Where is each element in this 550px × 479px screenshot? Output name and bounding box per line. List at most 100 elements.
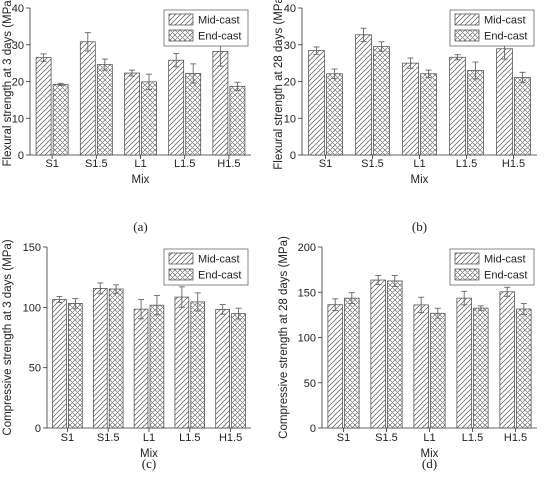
y-tick-label: 30: [12, 40, 24, 52]
bar-diag-L1.5: [174, 296, 190, 429]
bar-cross-H1.5: [514, 77, 531, 156]
y-tick-label: 0: [18, 150, 24, 162]
panel-label: (d): [422, 456, 437, 471]
legend-swatch-diag: [168, 13, 194, 26]
bar-cross-S1: [52, 84, 69, 156]
bar-diag-H1.5: [496, 48, 513, 156]
bar-cross-L1.5: [190, 301, 206, 429]
legend-label: Mid-cast: [198, 254, 240, 266]
bar-cross-L1: [149, 304, 165, 429]
bar-cross-H1.5: [229, 85, 246, 156]
x-tick-label: L1.5: [174, 158, 195, 170]
x-tick-label: S1: [319, 158, 332, 170]
x-tick-label: L1.5: [179, 432, 200, 444]
y-tick-label: 150: [23, 242, 41, 254]
x-tick-label: H1.5: [219, 432, 242, 444]
bar-diag-S1: [52, 299, 67, 429]
y-tick-label: 150: [298, 287, 316, 299]
bar-cross-H1.5: [231, 313, 246, 429]
bar-diag-H1.5: [212, 51, 229, 156]
bar-diag-L1: [124, 72, 140, 156]
y-tick-label: 30: [284, 40, 296, 52]
x-axis-title: Mix: [421, 448, 439, 460]
legend: Mid-cast End-cast: [449, 9, 535, 47]
chart-panel-1: 0 10 20 30 40 S1 S1.5 L1 L1.5 H1.5 Mix Flexural str…: [2, 0, 251, 234]
legend-label: End-cast: [484, 270, 527, 282]
bar-diag-L1: [413, 304, 429, 429]
legend-swatch-cross: [168, 268, 194, 281]
legend-swatch-diag: [168, 252, 194, 265]
bar-diag-L1.5: [168, 59, 185, 156]
y-axis-title: Compressive strength at 3 days (MPa): [2, 239, 14, 435]
x-tick-label: S1.5: [97, 432, 120, 444]
x-axis-title: Mix: [411, 174, 429, 186]
bar-diag-L1: [133, 308, 149, 429]
legend-label: Mid-cast: [198, 15, 240, 27]
x-axis-title: Mix: [132, 174, 150, 186]
chart-panel-4: 0 50 100 150 200 S1 S1.5 L1 L1.5 H1.5 Mix Compressi…: [278, 236, 537, 471]
chart-panel-3: 0 50 100 150 S1 S1.5 L1 L1.5 H1.5 Mix Compressive …: [2, 239, 251, 471]
bar-cross-L1.5: [185, 73, 202, 156]
bar-diag-L1.5: [449, 56, 466, 156]
bar-diag-S1: [327, 304, 343, 429]
y-tick-label: 50: [29, 363, 41, 375]
legend-swatch-diag: [454, 13, 480, 26]
y-tick-label: 100: [298, 333, 316, 345]
bar-cross-L1: [430, 312, 446, 429]
bar-cross-H1.5: [516, 308, 532, 429]
bar-cross-L1.5: [467, 70, 484, 156]
chart-panel-2: 0 10 20 30 40 S1 S1.5 L1 L1.5 H1.5 Mix Flexural str…: [273, 0, 537, 234]
legend-swatch-cross: [168, 29, 194, 42]
bar-diag-H1.5: [215, 309, 230, 429]
x-tick-label: L1: [413, 158, 425, 170]
bar-cross-S1.5: [96, 64, 113, 156]
legend-swatch-diag: [454, 252, 480, 265]
legend-label: End-cast: [198, 31, 241, 43]
bar-diag-S1.5: [79, 41, 96, 156]
y-tick-label: 50: [304, 378, 316, 390]
y-tick-label: 20: [12, 77, 24, 89]
x-tick-label: H1.5: [502, 158, 525, 170]
legend: Mid-cast End-cast: [449, 248, 535, 286]
x-tick-label: S1.5: [375, 432, 398, 444]
x-tick-label: L1: [134, 158, 146, 170]
bar-cross-S1.5: [387, 280, 403, 429]
y-tick-label: 0: [35, 423, 41, 435]
y-tick-label: 20: [284, 77, 296, 89]
bar-cross-L1: [141, 81, 157, 156]
bar-diag-S1.5: [355, 34, 372, 156]
x-tick-label: H1.5: [504, 432, 527, 444]
bar-diag-S1.5: [370, 279, 386, 429]
bar-diag-S1: [35, 57, 52, 156]
legend-label: Mid-cast: [484, 254, 526, 266]
bar-cross-S1: [344, 297, 360, 429]
bar-diag-S1: [308, 50, 325, 156]
x-tick-label: L1: [423, 432, 435, 444]
legend: Mid-cast End-cast: [163, 248, 249, 286]
y-tick-label: 0: [290, 150, 296, 162]
bar-diag-H1.5: [499, 291, 515, 429]
legend-label: Mid-cast: [484, 15, 526, 27]
x-tick-label: S1.5: [85, 158, 108, 170]
x-tick-label: S1: [61, 432, 74, 444]
y-axis-title: Compressive strength at 28 days (MPa): [278, 236, 290, 439]
legend-swatch-cross: [454, 268, 480, 281]
x-tick-label: S1: [45, 158, 58, 170]
panel-label: (a): [133, 219, 147, 234]
legend: Mid-cast End-cast: [163, 9, 249, 47]
bar-cross-L1.5: [473, 307, 489, 429]
bar-cross-S1.5: [373, 46, 390, 156]
bar-cross-S1: [68, 303, 83, 429]
x-tick-label: L1: [143, 432, 155, 444]
y-tick-label: 100: [23, 302, 41, 314]
x-tick-label: L1.5: [456, 158, 477, 170]
bar-diag-S1.5: [92, 288, 108, 429]
panel-label: (b): [412, 219, 427, 234]
y-tick-label: 40: [284, 3, 296, 15]
x-tick-label: S1: [337, 432, 350, 444]
y-tick-label: 0: [310, 423, 316, 435]
bar-diag-L1: [402, 62, 419, 156]
y-tick-label: 40: [12, 3, 24, 15]
